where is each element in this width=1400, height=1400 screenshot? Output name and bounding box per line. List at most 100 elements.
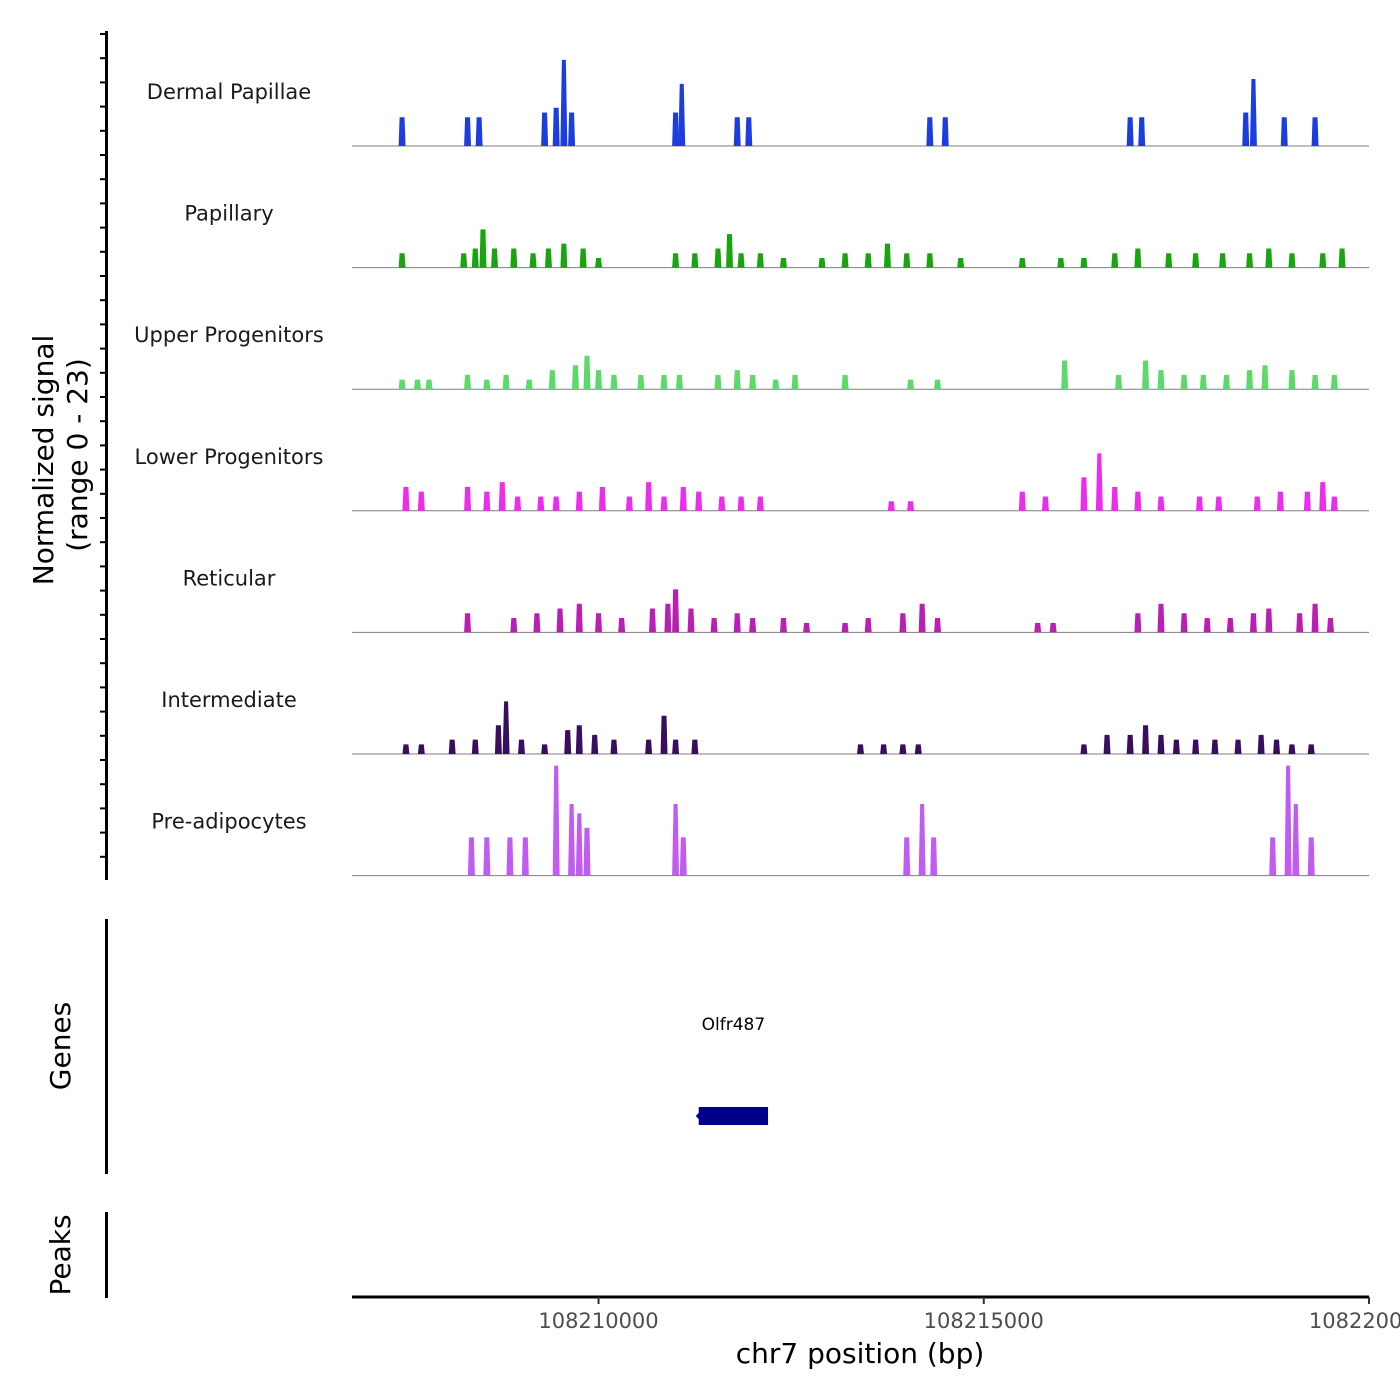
signal-peak <box>537 496 545 511</box>
signal-peak <box>1222 374 1230 390</box>
signal-peak <box>1246 253 1254 268</box>
signal-peak <box>1242 112 1250 146</box>
signal-peak <box>595 258 603 268</box>
signal-peak <box>1261 365 1269 390</box>
signal-peak <box>1288 253 1296 268</box>
signal-peak <box>494 725 502 754</box>
signal-peak <box>737 496 745 511</box>
signal-peak <box>791 374 799 390</box>
signal-peak <box>664 603 672 633</box>
signal-peak <box>818 258 826 268</box>
signal-peak <box>560 59 568 147</box>
signal-peak <box>779 258 787 268</box>
y-axis-title-line1: Normalized signal <box>27 335 60 586</box>
signal-peak <box>637 374 645 390</box>
signal-peak <box>483 379 491 390</box>
signal-peak <box>1192 253 1200 268</box>
signal-peak <box>675 374 683 390</box>
signal-peak <box>718 496 726 511</box>
signal-peak <box>1157 496 1165 511</box>
signal-peak <box>595 613 603 633</box>
track-label: Upper Progenitors <box>134 323 324 347</box>
signal-peak <box>1126 734 1134 754</box>
signal-peak <box>618 618 626 633</box>
signal-peak <box>1157 603 1165 633</box>
signal-peak <box>880 744 888 754</box>
signal-peak <box>841 622 849 633</box>
coverage-axis-ticks <box>100 33 106 858</box>
signal-peak <box>1215 496 1223 511</box>
track-label: Lower Progenitors <box>135 445 324 469</box>
signal-peak <box>1080 258 1088 268</box>
signal-peak <box>726 234 733 268</box>
signal-peak <box>475 117 483 146</box>
signal-peak <box>1311 374 1319 390</box>
signal-peak <box>714 374 722 390</box>
signal-peak <box>733 117 741 146</box>
signal-peak <box>568 112 576 146</box>
signal-peak <box>930 837 938 876</box>
signal-peak <box>678 83 686 146</box>
signal-peak <box>1330 374 1338 390</box>
signal-peak <box>737 253 745 268</box>
signal-peak <box>518 739 525 754</box>
signal-peak <box>552 496 560 511</box>
x-tick-label: 108210000 <box>538 1309 658 1333</box>
signal-peak <box>1134 491 1142 511</box>
signal-peak <box>483 491 491 511</box>
signal-peak <box>934 618 942 633</box>
signal-peak <box>1273 739 1281 754</box>
genes-panel: Olfr487 <box>695 1015 769 1125</box>
signal-peak <box>568 803 576 876</box>
signal-peak <box>417 744 425 754</box>
signal-peak <box>464 613 472 633</box>
signal-peak <box>914 744 922 754</box>
signal-peak <box>883 243 891 268</box>
track-papillary: Papillary <box>184 202 1369 269</box>
signal-peak <box>1280 117 1288 146</box>
y-axis-title-line2: (range 0 - 23) <box>61 358 94 552</box>
signal-peak <box>749 374 757 390</box>
signal-peak <box>1157 734 1165 754</box>
signal-peak <box>1080 744 1088 754</box>
signal-peak <box>926 117 934 146</box>
signal-peak <box>548 370 556 390</box>
signal-peak <box>1061 360 1069 390</box>
signal-peak <box>864 618 872 633</box>
signal-peak <box>660 374 668 390</box>
signal-peak <box>610 374 618 390</box>
signal-peak <box>541 744 549 754</box>
signal-peak <box>1303 491 1311 511</box>
track-lower-progenitors: Lower Progenitors <box>135 445 1369 512</box>
signal-peak <box>1319 482 1327 511</box>
signal-peak <box>907 501 915 511</box>
signal-peak <box>1103 734 1111 754</box>
signal-peak <box>625 496 633 511</box>
x-axis-title: chr7 position (bp) <box>736 1337 985 1370</box>
signal-peak <box>583 355 591 390</box>
signal-peak <box>575 603 583 633</box>
signal-peak <box>525 379 533 390</box>
signal-peak <box>1018 491 1026 511</box>
signal-peak <box>571 365 579 390</box>
signal-peak <box>926 253 934 268</box>
signal-peak <box>772 379 780 390</box>
signal-peak <box>1257 734 1265 754</box>
signal-peak <box>1265 248 1273 268</box>
signal-peak <box>560 243 568 268</box>
signal-peak <box>1265 608 1273 633</box>
signal-peak <box>1296 613 1304 633</box>
signal-peak <box>714 248 722 268</box>
track-intermediate: Intermediate <box>161 688 1369 755</box>
signal-peak <box>1034 622 1042 633</box>
signal-peak <box>1049 622 1057 633</box>
signal-peak <box>1111 253 1119 268</box>
signal-peak <box>425 379 433 390</box>
signal-peak <box>1292 803 1300 876</box>
signal-peak <box>1196 496 1203 511</box>
signal-peak <box>903 837 911 876</box>
peaks-track-label: Peaks <box>44 1214 77 1295</box>
signal-peak <box>779 618 787 633</box>
x-tick-label: 108220000 <box>1309 1309 1400 1333</box>
